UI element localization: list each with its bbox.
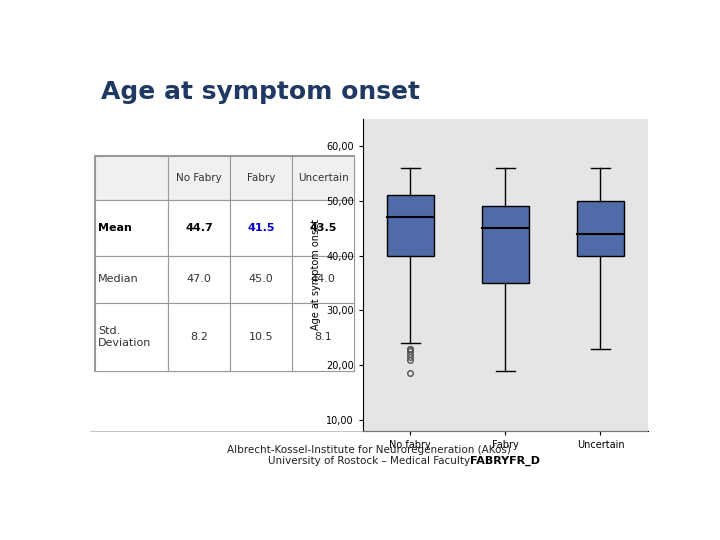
Text: P<0.05: P<0.05 (365, 173, 405, 183)
FancyBboxPatch shape (168, 256, 230, 303)
FancyBboxPatch shape (230, 256, 292, 303)
Text: 45.0: 45.0 (248, 274, 274, 285)
FancyBboxPatch shape (230, 200, 292, 256)
X-axis label: FABRYFR_D: FABRYFR_D (470, 455, 541, 465)
FancyBboxPatch shape (230, 303, 292, 372)
FancyBboxPatch shape (168, 303, 230, 372)
Text: 8.2: 8.2 (190, 332, 208, 342)
Text: Std.
Deviation: Std. Deviation (98, 326, 151, 348)
FancyBboxPatch shape (577, 201, 624, 255)
Text: Age at symptom onset: Age at symptom onset (101, 80, 420, 104)
Text: 43.5: 43.5 (310, 223, 337, 233)
Text: Mean: Mean (98, 223, 132, 233)
Text: 44.7: 44.7 (185, 223, 212, 233)
Text: 47.0: 47.0 (186, 274, 211, 285)
FancyBboxPatch shape (95, 256, 168, 303)
Text: No Fabry: No Fabry (176, 173, 222, 183)
FancyBboxPatch shape (292, 156, 354, 200)
Text: 10.5: 10.5 (249, 332, 274, 342)
Text: 8.1: 8.1 (315, 332, 332, 342)
FancyBboxPatch shape (168, 156, 230, 200)
Y-axis label: Age at symptom onset: Age at symptom onset (310, 219, 320, 330)
FancyBboxPatch shape (95, 156, 168, 200)
Text: Albrecht-Kossel-Institute for Neuroregeneration (AKos)
University of Rostock – M: Albrecht-Kossel-Institute for Neuroregen… (227, 445, 511, 467)
FancyBboxPatch shape (230, 156, 292, 200)
Text: Fabry: Fabry (247, 173, 275, 183)
FancyBboxPatch shape (387, 195, 434, 255)
FancyBboxPatch shape (292, 256, 354, 303)
FancyBboxPatch shape (292, 200, 354, 256)
FancyBboxPatch shape (292, 303, 354, 372)
FancyBboxPatch shape (95, 303, 168, 372)
Text: 44.0: 44.0 (311, 274, 336, 285)
FancyBboxPatch shape (95, 200, 168, 256)
Text: 41.5: 41.5 (248, 223, 275, 233)
Text: Uncertain: Uncertain (298, 173, 348, 183)
FancyBboxPatch shape (168, 200, 230, 256)
FancyBboxPatch shape (482, 206, 529, 283)
Text: Median: Median (98, 274, 138, 285)
